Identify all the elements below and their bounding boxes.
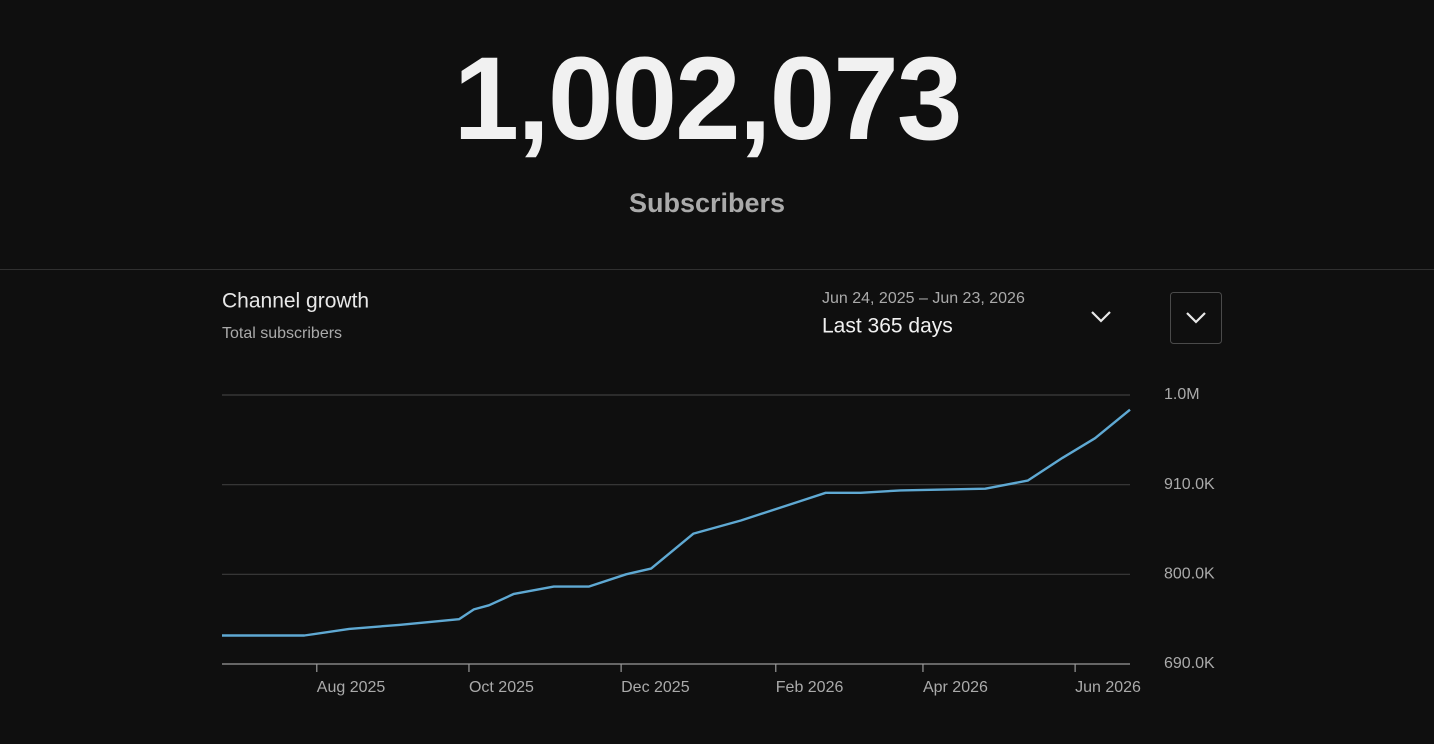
x-tick-label: Oct 2025 <box>469 679 534 696</box>
chart-subtitle: Total subscribers <box>222 325 342 342</box>
chart-title: Channel growth <box>222 290 369 313</box>
y-tick-label: 800.0K <box>1164 566 1215 583</box>
metric-dropdown-button[interactable] <box>1170 292 1222 344</box>
date-range: Jun 24, 2025 – Jun 23, 2026 <box>822 290 1025 307</box>
x-tick-label: Aug 2025 <box>317 679 386 696</box>
y-tick-label: 690.0K <box>1164 655 1215 672</box>
subscriber-count: 1,002,073 <box>454 33 961 165</box>
series-line <box>222 408 1131 637</box>
dropdown-chevron <box>1091 311 1111 323</box>
x-tick-label: Dec 2025 <box>621 679 690 696</box>
x-tick-label: Jun 2026 <box>1075 679 1141 696</box>
chart: 690.0K 800.0K 910.0K 1.0M Aug 2025 Oct 2025 De… <box>222 386 1215 696</box>
x-tick-label: Feb 2026 <box>776 679 844 696</box>
button-frame <box>1170 292 1222 344</box>
subscriber-label: Subscribers <box>629 188 785 218</box>
button-chevron <box>1186 312 1206 324</box>
period-selector[interactable]: Jun 24, 2025 – Jun 23, 2026 Last 365 day… <box>822 290 1111 338</box>
period-label: Last 365 days <box>822 315 953 338</box>
y-tick-label: 1.0M <box>1164 386 1200 403</box>
x-tick-label: Apr 2026 <box>923 679 988 696</box>
y-tick-label: 910.0K <box>1164 476 1215 493</box>
